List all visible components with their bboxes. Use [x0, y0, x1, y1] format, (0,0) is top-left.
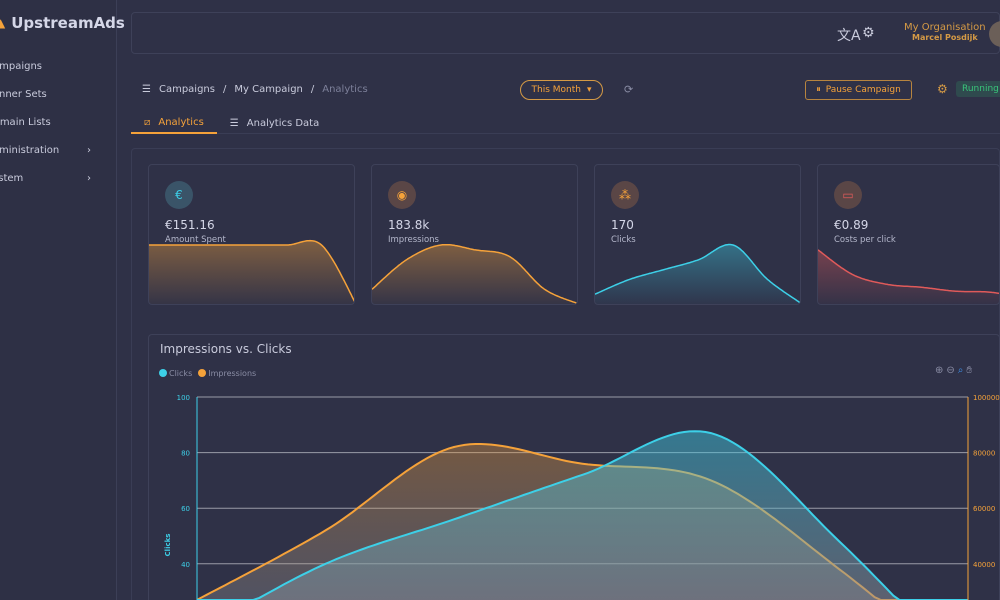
app-name: UpstreamAds — [11, 14, 125, 32]
sidebar-item-domain-lists[interactable]: Domain Lists — [0, 108, 111, 136]
tab-analytics[interactable]: ⧄ Analytics — [131, 112, 217, 134]
sidebar-item-label: Administration — [0, 144, 60, 156]
breadcrumb-current: Analytics — [322, 84, 368, 95]
kpi-card-amount-spent: € €151.16 Amount Spent — [148, 164, 355, 305]
kpi-value: 170 — [611, 218, 634, 232]
chart-icon: ⧄ — [144, 116, 151, 128]
kpi-label: Clicks — [611, 235, 636, 245]
list-icon: ☰ — [229, 117, 239, 129]
breadcrumb-separator: / — [222, 84, 227, 95]
y-right-tick-label: 60000 — [973, 505, 995, 513]
pause-label: Pause Campaign — [825, 85, 901, 95]
list-icon: ☰ — [142, 84, 151, 95]
chart-legend: Clicks Impressions — [159, 369, 256, 378]
chart-toolbar: ⊕ ⊖ ⌕ ✋︎ — [935, 365, 972, 376]
kpi-card-costs-per-click: ▭ €0.89 Costs per click — [817, 164, 1000, 305]
breadcrumb: ☰ Campaigns / My Campaign / Analytics — [142, 84, 368, 95]
tab-analytics-data[interactable]: ☰ Analytics Data — [217, 112, 332, 134]
translate-icon[interactable]: 文A — [837, 28, 861, 44]
legend-label: Impressions — [208, 369, 257, 378]
legend-item-clicks[interactable]: Clicks — [159, 369, 192, 378]
sparkline-line — [149, 239, 354, 302]
sidebar-item-system[interactable]: System › — [0, 164, 111, 192]
y-left-tick-label: 40 — [181, 561, 190, 569]
y-left-tick-label: 80 — [181, 450, 190, 458]
pan-icon[interactable]: ✋︎ — [966, 365, 973, 376]
euro-icon: € — [165, 181, 193, 209]
zoom-select-icon[interactable]: ⌕ — [957, 365, 964, 376]
sidebar-nav: Campaigns Banner Sets Domain Lists Admin… — [0, 52, 111, 192]
kpi-sparkline — [818, 249, 999, 304]
chart-title: Impressions vs. Clicks — [160, 342, 292, 356]
clicks-area — [197, 431, 968, 600]
user-menu[interactable]: My Organisation Marcel Posdijk — [904, 22, 986, 42]
sparkline-area — [372, 244, 577, 304]
breadcrumb-my-campaign[interactable]: My Campaign — [234, 84, 303, 95]
tabs: ⧄ Analytics ☰ Analytics Data — [131, 112, 1000, 134]
sidebar-item-label: Domain Lists — [0, 116, 51, 128]
sparkline-line — [818, 249, 999, 295]
kpi-sparkline — [372, 243, 577, 304]
sidebar-item-label: Campaigns — [0, 60, 43, 72]
click-icon: ⁂ — [611, 181, 639, 209]
chevron-right-icon: › — [87, 144, 91, 156]
tab-label: Analytics — [158, 116, 204, 128]
sparkline-line — [372, 243, 577, 304]
sparkline-area — [149, 240, 354, 304]
sparkline-line — [595, 243, 800, 304]
eye-icon: ◉ — [388, 181, 416, 209]
kpi-label: Amount Spent — [165, 235, 226, 245]
credit-card-icon: ▭ — [834, 181, 862, 209]
legend-item-impressions[interactable]: Impressions — [198, 369, 256, 378]
caret-down-icon: ▾ — [586, 85, 592, 95]
y-right-tick-label: 100000 — [973, 394, 1000, 402]
y-left-tick-label: 100 — [177, 394, 190, 402]
kpi-card-impressions: ◉ 183.8k Impressions — [371, 164, 578, 305]
sparkline-area — [818, 249, 999, 304]
y-left-tick-label: 60 — [181, 505, 190, 513]
logo[interactable]: ▲ UpstreamAds — [0, 14, 125, 32]
logo-icon: ▲ — [0, 16, 6, 30]
y-right-tick-label: 40000 — [973, 561, 995, 569]
avatar[interactable] — [989, 21, 1000, 47]
tab-label: Analytics Data — [246, 117, 320, 129]
breadcrumb-campaigns[interactable]: Campaigns — [158, 84, 215, 95]
sidebar-item-campaigns[interactable]: Campaigns — [0, 52, 111, 80]
y-axis-title: Clicks — [164, 534, 172, 557]
clicks-line — [197, 430, 968, 600]
y-right-tick-label: 80000 — [973, 450, 995, 458]
sidebar-item-administration[interactable]: Administration › — [0, 136, 111, 164]
breadcrumb-separator: / — [310, 84, 315, 95]
sidebar-item-label: Banner Sets — [0, 88, 47, 100]
zoom-in-icon[interactable]: ⊕ — [935, 365, 944, 376]
sidebar: ▲ UpstreamAds Campaigns Banner Sets Domai… — [0, 0, 125, 600]
user-name: Marcel Posdijk — [911, 33, 978, 42]
top-header: 文A ⚙ My Organisation Marcel Posdijk — [131, 12, 1000, 54]
sparkline-area — [595, 244, 800, 304]
kpi-value: 183.8k — [388, 218, 430, 232]
pause-icon: ⏸ — [816, 85, 821, 95]
refresh-icon[interactable]: ⟳ — [624, 83, 634, 96]
kpi-card-clicks: ⁂ 170 Clicks — [594, 164, 801, 305]
sidebar-item-banner-sets[interactable]: Banner Sets — [0, 80, 111, 108]
kpi-label: Impressions — [388, 235, 439, 245]
organisation-name: My Organisation — [904, 22, 986, 33]
legend-label: Clicks — [169, 369, 193, 378]
period-label: This Month — [531, 85, 581, 95]
kpi-value: €0.89 — [834, 218, 869, 232]
status-badge: Running — [956, 81, 1000, 97]
chevron-right-icon: › — [87, 172, 91, 184]
zoom-out-icon[interactable]: ⊖ — [946, 365, 955, 376]
campaign-settings-icon[interactable]: ⚙ — [937, 82, 948, 96]
kpi-sparkline — [595, 243, 800, 304]
period-dropdown[interactable]: This Month ▾ — [520, 80, 603, 100]
kpi-sparkline — [149, 239, 354, 304]
pause-campaign-button[interactable]: ⏸ Pause Campaign — [805, 80, 912, 100]
gear-icon[interactable]: ⚙ — [862, 25, 875, 41]
kpi-value: €151.16 — [165, 218, 215, 232]
sidebar-item-label: System — [0, 172, 24, 184]
kpi-label: Costs per click — [834, 235, 896, 245]
